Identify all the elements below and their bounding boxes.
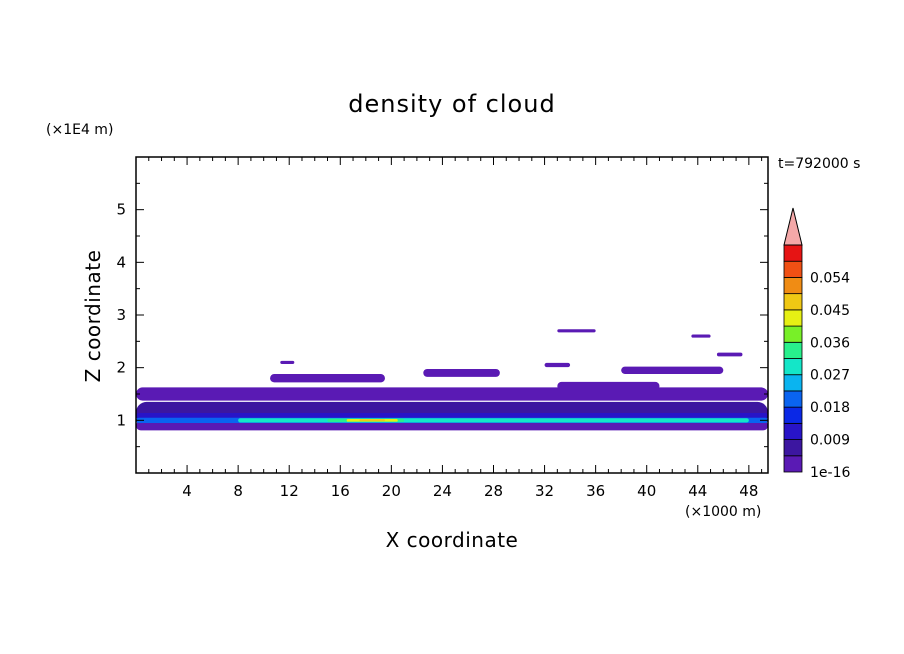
x-tick-label: 40 (637, 482, 656, 500)
chart-title: density of cloud (348, 90, 555, 118)
contour-region-8 (716, 352, 743, 357)
x-tick-label: 24 (433, 482, 452, 500)
x-tick-label: 48 (739, 482, 758, 500)
contour-region-10 (557, 329, 596, 333)
contour-region-4 (423, 368, 500, 377)
colorbar-label: 0.009 (810, 433, 850, 449)
colorbar-swatch (783, 455, 803, 473)
x-axis-label: X coordinate (386, 528, 519, 552)
colorbar-swatch (783, 293, 803, 311)
x-tick-label: 8 (233, 482, 243, 500)
colorbar-swatch (783, 439, 803, 457)
colorbar-swatch (783, 358, 803, 376)
contour-region-6 (621, 366, 724, 374)
colorbar-label: 0.054 (810, 270, 850, 286)
contour-region-7 (544, 362, 571, 368)
x-tick-label: 4 (182, 482, 192, 500)
x-tick-label: 12 (280, 482, 299, 500)
y-tick-label: 2 (116, 359, 126, 377)
x-tick-label: 16 (331, 482, 350, 500)
x-tick-label: 36 (586, 482, 605, 500)
x-tick-label: 32 (535, 482, 554, 500)
x-axis: 4 8 12 16 20 24 28 32 36 40 44 48 (148, 157, 763, 500)
contour-region-17 (359, 419, 385, 422)
colorbar-swatch (783, 309, 803, 327)
contour-region-2 (136, 387, 768, 401)
x-tick-label: 28 (484, 482, 503, 500)
x-tick-label: 44 (688, 482, 707, 500)
colorbar-label: 0.045 (810, 303, 850, 319)
colorbar-swatch (783, 406, 803, 424)
colorbar: 1e-16 0.009 0.018 0.027 0.036 0.045 0.054 (783, 207, 850, 481)
colorbar-extend-arrow (783, 207, 803, 246)
colorbar-swatch (783, 244, 803, 262)
contour-region-5 (557, 381, 660, 391)
colorbar-swatch (783, 260, 803, 278)
colorbar-swatch (783, 374, 803, 392)
colorbar-swatch (783, 422, 803, 440)
time-label: t=792000 s (778, 156, 860, 172)
contour-fill-group (136, 329, 768, 431)
contour-region-14 (238, 418, 749, 423)
colorbar-swatch (783, 325, 803, 343)
contour-region-11 (280, 360, 295, 364)
colorbar-label: 1e-16 (810, 465, 850, 481)
y-tick-label: 1 (116, 411, 126, 429)
colorbar-swatch (783, 390, 803, 408)
contour-region-9 (691, 334, 711, 338)
x-tick-label: 20 (382, 482, 401, 500)
contour-region-0 (136, 420, 768, 431)
y-axis-label: Z coordinate (81, 250, 105, 383)
colorbar-swatch (783, 277, 803, 295)
contour-region-3 (270, 373, 385, 383)
colorbar-swatch (783, 341, 803, 359)
y-tick-label: 5 (116, 201, 126, 219)
y-unit-label: (×1E4 m) (46, 122, 113, 138)
y-tick-label: 3 (116, 306, 126, 324)
x-unit-label: (×1000 m) (685, 504, 761, 520)
colorbar-label: 0.027 (810, 368, 850, 384)
y-axis: 1 2 3 4 5 (116, 182, 768, 448)
colorbar-label: 0.018 (810, 400, 850, 416)
colorbar-label: 0.036 (810, 335, 850, 351)
y-tick-label: 4 (116, 253, 126, 271)
